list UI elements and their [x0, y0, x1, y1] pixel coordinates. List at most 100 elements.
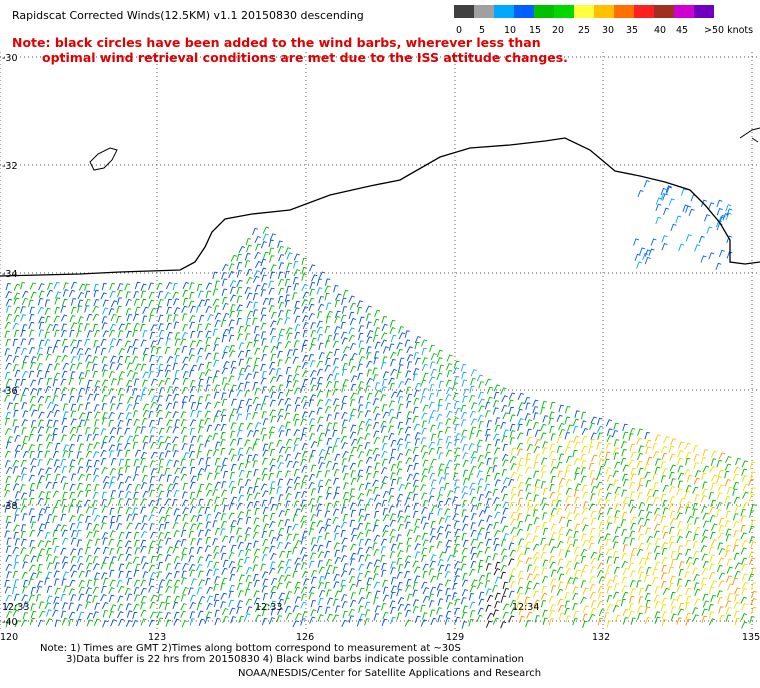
wind-barb [101, 322, 108, 330]
wind-barb [725, 528, 732, 536]
wind-barb [589, 576, 596, 584]
wind-barb [140, 290, 146, 298]
wind-barb [381, 450, 388, 459]
wind-barb [469, 385, 475, 394]
wind-barb [654, 611, 661, 619]
wind-barb [277, 398, 285, 406]
wind-barb [246, 268, 253, 276]
wind-barb [293, 283, 300, 291]
wind-barb [590, 551, 597, 559]
wind-barb [357, 499, 364, 507]
wind-barb [140, 451, 147, 459]
wind-barb [564, 470, 570, 478]
wind-barb [727, 593, 733, 601]
wind-barb [476, 486, 483, 494]
wind-barb [254, 614, 262, 622]
wind-barb [516, 442, 524, 450]
wind-barb [572, 449, 578, 458]
wind-barb [6, 537, 12, 545]
wind-barb [85, 387, 91, 395]
wind-barb [516, 448, 524, 456]
wind-barb [309, 288, 315, 297]
wind-barb [500, 387, 507, 395]
wind-barb [390, 591, 396, 600]
wind-barb [44, 540, 51, 548]
wind-barb [335, 293, 342, 301]
wind-barb [174, 514, 182, 522]
wind-barb [508, 392, 516, 400]
wind-barb [100, 594, 107, 602]
wind-barb [165, 619, 172, 627]
wind-barb [437, 500, 444, 509]
wind-barb [725, 456, 732, 464]
wind-barb [631, 547, 637, 555]
wind-barb [389, 600, 396, 608]
wind-barb [628, 481, 636, 490]
wind-barb [366, 392, 373, 401]
wind-barb [654, 616, 661, 624]
wind-barb [414, 575, 421, 583]
wind-barb [741, 603, 748, 611]
wind-barb [245, 527, 252, 535]
wind-barb [492, 585, 498, 593]
wind-barb [381, 323, 388, 332]
wind-barb [692, 540, 699, 549]
wind-barb [116, 402, 123, 410]
wind-barb [94, 484, 100, 492]
wind-barb [134, 594, 141, 602]
wind-barb [134, 449, 142, 457]
wind-barb [414, 518, 421, 526]
wind-barb [374, 390, 382, 398]
wind-barb [606, 507, 613, 515]
wind-barb [310, 514, 317, 522]
wind-barb [61, 617, 68, 626]
wind-barb [661, 611, 668, 619]
wind-barb [124, 355, 131, 364]
wind-barb [412, 446, 419, 454]
wind-barb [525, 402, 531, 410]
wind-barb [374, 510, 380, 519]
wind-barb [133, 498, 139, 506]
wind-barb [293, 444, 299, 452]
wind-barb [190, 475, 197, 483]
wind-barb [196, 402, 202, 411]
wind-barb [397, 510, 403, 518]
wind-barb [662, 507, 669, 515]
wind-barb [684, 490, 691, 498]
wind-barb [749, 461, 756, 469]
wind-barb [279, 550, 286, 558]
wind-barb [213, 415, 219, 423]
wind-barb [261, 618, 268, 626]
wind-barb [228, 590, 234, 599]
wind-barb [357, 522, 363, 531]
wind-barb [374, 454, 381, 462]
wind-barb [590, 600, 597, 608]
wind-barb [741, 468, 748, 476]
wind-barb [29, 395, 37, 403]
wind-barb [341, 297, 347, 306]
wind-barb [390, 472, 396, 480]
wind-barb [206, 569, 213, 577]
wind-barb [45, 315, 51, 324]
wind-barb [526, 506, 533, 514]
wind-barb [702, 560, 709, 569]
wind-barb [372, 479, 379, 487]
wind-barb [140, 618, 147, 626]
wind-barb [366, 330, 374, 338]
wind-barb [196, 323, 202, 332]
wind-barb [4, 505, 10, 513]
wind-barb [358, 554, 365, 563]
wind-barb [308, 312, 315, 320]
wind-barb [189, 427, 195, 436]
wind-barb [37, 619, 44, 628]
wind-barb [612, 605, 620, 613]
wind-barb [719, 215, 726, 223]
wind-barb [85, 402, 91, 410]
wind-barb [12, 586, 18, 595]
wind-barb [390, 561, 396, 569]
wind-barb [157, 369, 164, 377]
wind-barb [142, 465, 148, 474]
wind-barb [622, 608, 629, 617]
wind-barb [293, 468, 300, 477]
wind-barb [715, 262, 722, 271]
